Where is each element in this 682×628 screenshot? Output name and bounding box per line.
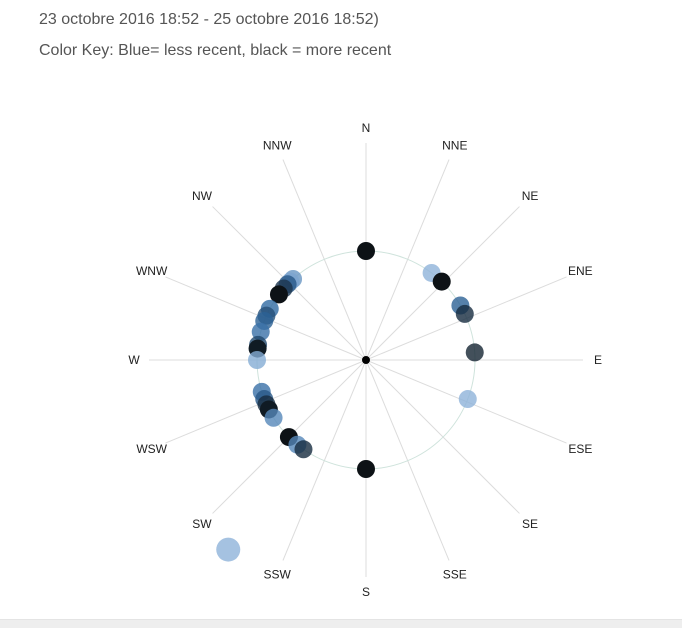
direction-label-w: W xyxy=(128,353,140,367)
spoke-nne xyxy=(365,159,450,361)
wind-point xyxy=(269,285,288,304)
direction-label-ssw: SSW xyxy=(264,567,292,581)
spoke-ssw xyxy=(282,359,367,561)
wind-point xyxy=(357,460,375,478)
direction-label-nnw: NNW xyxy=(263,139,292,153)
wind-point xyxy=(357,242,375,260)
color-key-text: Color Key: Blue= less recent, black = mo… xyxy=(39,42,392,59)
wind-point xyxy=(455,304,474,323)
direction-label-ne: NE xyxy=(522,189,539,203)
direction-label-s: S xyxy=(362,585,370,599)
spoke-sse xyxy=(365,359,450,561)
direction-label-e: E xyxy=(594,353,602,367)
direction-label-se: SE xyxy=(522,517,538,531)
wind-point xyxy=(432,272,451,291)
bottom-scrollbar-area xyxy=(0,619,682,628)
direction-labels: N NNE NE ENE E ESE SE SSE S SSW SW WSW W WNW NW NNW xyxy=(128,121,602,599)
direction-label-wsw: WSW xyxy=(136,442,167,456)
wind-point xyxy=(294,440,313,459)
date-range-text: 23 octobre 2016 18:52 - 25 octobre 2016 … xyxy=(39,11,379,28)
wind-point xyxy=(216,537,241,562)
wind-point xyxy=(465,343,484,362)
wind-point xyxy=(264,408,283,427)
direction-label-nne: NNE xyxy=(442,139,467,153)
direction-label-wnw: WNW xyxy=(136,264,168,278)
direction-label-ese: ESE xyxy=(568,442,592,456)
wind-point xyxy=(248,351,266,369)
direction-label-nw: NW xyxy=(192,189,213,203)
center-dot xyxy=(362,356,370,364)
direction-label-ene: ENE xyxy=(568,264,593,278)
direction-label-sw: SW xyxy=(192,517,212,531)
direction-label-sse: SSE xyxy=(443,567,467,581)
wind-points xyxy=(216,242,484,562)
wind-point xyxy=(458,390,477,409)
direction-label-n: N xyxy=(362,121,371,135)
spoke-nnw xyxy=(282,159,367,361)
